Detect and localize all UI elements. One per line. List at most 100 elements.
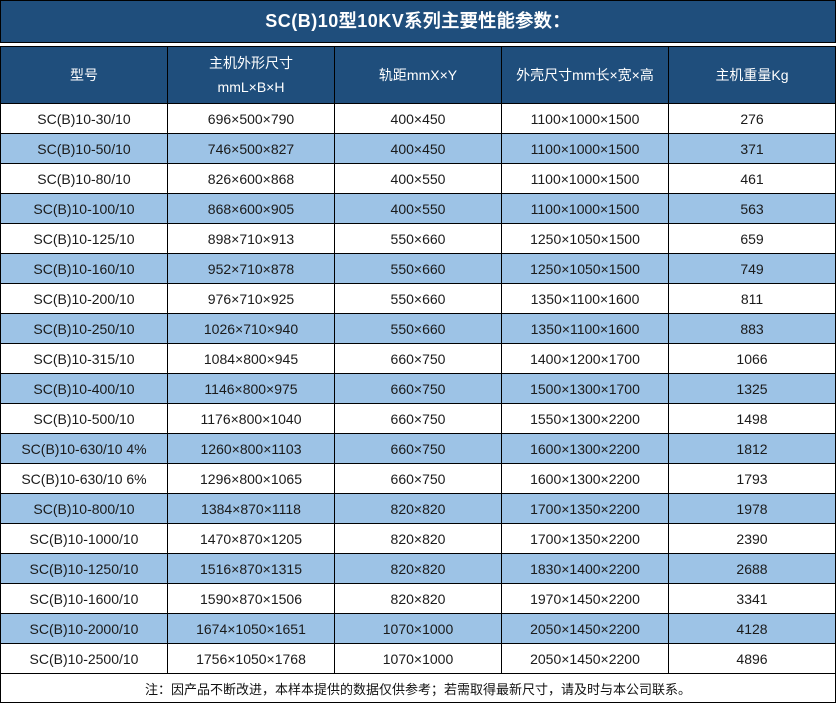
cell-track-gauge: 400×550 <box>334 193 502 224</box>
cell-main-dimensions: 1146×800×975 <box>167 373 335 404</box>
header-cell-track-gauge: 轨距mmX×Y <box>334 46 502 104</box>
table-header: 型号 主机外形尺寸 mmL×B×H 轨距mmX×Y 外壳尺寸mm长×宽×高 主机… <box>0 46 836 104</box>
cell-shell-dimensions: 1970×1450×2200 <box>501 583 669 614</box>
cell-main-dimensions: 1756×1050×1768 <box>167 643 335 674</box>
cell-shell-dimensions: 1700×1350×2200 <box>501 493 669 524</box>
note-text: 注：因产品不断改进，本样本提供的数据仅供参考；若需取得最新尺寸，请及时与本公司联… <box>0 673 836 703</box>
cell-model: SC(B)10-125/10 <box>0 223 168 254</box>
cell-weight: 4896 <box>668 643 836 674</box>
cell-weight: 811 <box>668 283 836 314</box>
cell-track-gauge: 660×750 <box>334 433 502 464</box>
cell-track-gauge: 820×820 <box>334 523 502 554</box>
cell-main-dimensions: 976×710×925 <box>167 283 335 314</box>
cell-shell-dimensions: 1700×1350×2200 <box>501 523 669 554</box>
cell-main-dimensions: 1590×870×1506 <box>167 583 335 614</box>
cell-track-gauge: 820×820 <box>334 553 502 584</box>
cell-weight: 2390 <box>668 523 836 554</box>
cell-weight: 1812 <box>668 433 836 464</box>
cell-model: SC(B)10-2000/10 <box>0 613 168 644</box>
cell-weight: 1325 <box>668 373 836 404</box>
cell-model: SC(B)10-1600/10 <box>0 583 168 614</box>
cell-track-gauge: 1070×1000 <box>334 643 502 674</box>
table-row: SC(B)10-2500/10 1756×1050×1768 1070×1000 20… <box>0 643 836 674</box>
page-title: SC(B)10型10KV系列主要性能参数： <box>0 0 836 43</box>
cell-weight: 4128 <box>668 613 836 644</box>
cell-main-dimensions: 826×600×868 <box>167 163 335 194</box>
cell-weight: 659 <box>668 223 836 254</box>
header-cell-weight: 主机重量Kg <box>668 46 836 104</box>
cell-model: SC(B)10-80/10 <box>0 163 168 194</box>
cell-shell-dimensions: 1500×1300×1700 <box>501 373 669 404</box>
cell-model: SC(B)10-1250/10 <box>0 553 168 584</box>
table-row: SC(B)10-1600/10 1590×870×1506 820×820 1970×… <box>0 583 836 614</box>
cell-model: SC(B)10-160/10 <box>0 253 168 284</box>
table-row: SC(B)10-1250/10 1516×870×1315 820×820 1830×… <box>0 553 836 584</box>
table-body: SC(B)10-30/10 696×500×790 400×450 1100×1000… <box>0 103 836 674</box>
title-divider <box>0 43 836 46</box>
table-row: SC(B)10-80/10 826×600×868 400×550 1100×1000… <box>0 163 836 194</box>
cell-track-gauge: 550×660 <box>334 223 502 254</box>
cell-track-gauge: 1070×1000 <box>334 613 502 644</box>
cell-main-dimensions: 1260×800×1103 <box>167 433 335 464</box>
cell-track-gauge: 660×750 <box>334 343 502 374</box>
cell-shell-dimensions: 1350×1100×1600 <box>501 283 669 314</box>
cell-shell-dimensions: 1100×1000×1500 <box>501 103 669 134</box>
cell-shell-dimensions: 2050×1450×2200 <box>501 643 669 674</box>
header-row: 型号 主机外形尺寸 mmL×B×H 轨距mmX×Y 外壳尺寸mm长×宽×高 主机… <box>0 46 836 104</box>
cell-track-gauge: 820×820 <box>334 493 502 524</box>
cell-weight: 749 <box>668 253 836 284</box>
note-row: 注：因产品不断改进，本样本提供的数据仅供参考；若需取得最新尺寸，请及时与本公司联… <box>0 673 836 703</box>
cell-weight: 2688 <box>668 553 836 584</box>
cell-weight: 371 <box>668 133 836 164</box>
cell-model: SC(B)10-1000/10 <box>0 523 168 554</box>
cell-model: SC(B)10-200/10 <box>0 283 168 314</box>
table-row: SC(B)10-630/10 4% 1260×800×1103 660×750 160… <box>0 433 836 464</box>
cell-main-dimensions: 1026×710×940 <box>167 313 335 344</box>
cell-track-gauge: 550×660 <box>334 253 502 284</box>
cell-shell-dimensions: 1250×1050×1500 <box>501 253 669 284</box>
cell-weight: 276 <box>668 103 836 134</box>
cell-model: SC(B)10-400/10 <box>0 373 168 404</box>
cell-weight: 1498 <box>668 403 836 434</box>
cell-shell-dimensions: 1600×1300×2200 <box>501 433 669 464</box>
cell-model: SC(B)10-250/10 <box>0 313 168 344</box>
cell-weight: 3341 <box>668 583 836 614</box>
cell-weight: 563 <box>668 193 836 224</box>
cell-weight: 883 <box>668 313 836 344</box>
table-row: SC(B)10-125/10 898×710×913 550×660 1250×105… <box>0 223 836 254</box>
cell-track-gauge: 660×750 <box>334 463 502 494</box>
table-row: SC(B)10-100/10 868×600×905 400×550 1100×100… <box>0 193 836 224</box>
cell-main-dimensions: 898×710×913 <box>167 223 335 254</box>
cell-main-dimensions: 1674×1050×1651 <box>167 613 335 644</box>
table-row: SC(B)10-315/10 1084×800×945 660×750 1400×12… <box>0 343 836 374</box>
cell-main-dimensions: 1176×800×1040 <box>167 403 335 434</box>
cell-model: SC(B)10-2500/10 <box>0 643 168 674</box>
cell-track-gauge: 400×450 <box>334 133 502 164</box>
cell-shell-dimensions: 1100×1000×1500 <box>501 163 669 194</box>
cell-main-dimensions: 868×600×905 <box>167 193 335 224</box>
cell-main-dimensions: 746×500×827 <box>167 133 335 164</box>
cell-track-gauge: 660×750 <box>334 403 502 434</box>
cell-main-dimensions: 952×710×878 <box>167 253 335 284</box>
cell-shell-dimensions: 2050×1450×2200 <box>501 613 669 644</box>
header-cell-main-dimensions: 主机外形尺寸 mmL×B×H <box>167 46 335 104</box>
table-row: SC(B)10-400/10 1146×800×975 660×750 1500×13… <box>0 373 836 404</box>
cell-weight: 461 <box>668 163 836 194</box>
cell-main-dimensions: 1296×800×1065 <box>167 463 335 494</box>
cell-weight: 1793 <box>668 463 836 494</box>
cell-track-gauge: 660×750 <box>334 373 502 404</box>
cell-model: SC(B)10-100/10 <box>0 193 168 224</box>
cell-shell-dimensions: 1550×1300×2200 <box>501 403 669 434</box>
table-row: SC(B)10-500/10 1176×800×1040 660×750 1550×1… <box>0 403 836 434</box>
table-row: SC(B)10-30/10 696×500×790 400×450 1100×1000… <box>0 103 836 134</box>
cell-shell-dimensions: 1830×1400×2200 <box>501 553 669 584</box>
cell-main-dimensions: 696×500×790 <box>167 103 335 134</box>
cell-weight: 1066 <box>668 343 836 374</box>
cell-main-dimensions: 1516×870×1315 <box>167 553 335 584</box>
table-row: SC(B)10-160/10 952×710×878 550×660 1250×105… <box>0 253 836 284</box>
cell-weight: 1978 <box>668 493 836 524</box>
cell-track-gauge: 400×450 <box>334 103 502 134</box>
table-row: SC(B)10-2000/10 1674×1050×1651 1070×1000 20… <box>0 613 836 644</box>
table-row: SC(B)10-50/10 746×500×827 400×450 1100×1000… <box>0 133 836 164</box>
